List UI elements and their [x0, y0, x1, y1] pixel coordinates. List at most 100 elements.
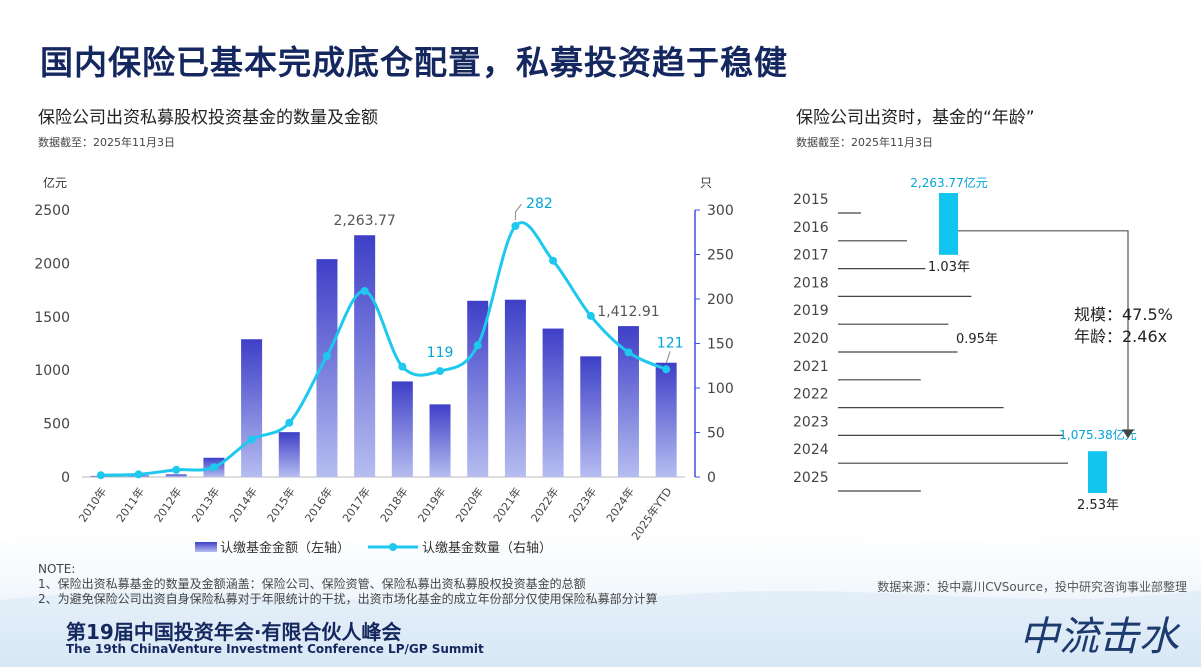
year-label: 2019	[793, 303, 829, 319]
right-tick-label: 50	[707, 426, 725, 442]
count-point	[322, 351, 331, 360]
note-title: NOTE:	[38, 562, 76, 576]
page-title: 国内保险已基本完成底仓配置，私募投资趋于稳健	[40, 43, 788, 82]
year-label: 2020	[793, 331, 829, 347]
year-label: 2025	[793, 470, 829, 486]
line-label-leader	[665, 351, 671, 364]
x-tick-label: 2015年	[264, 485, 298, 525]
highlight-bar-2025	[1088, 451, 1107, 493]
x-tick-label: 2014年	[226, 485, 260, 525]
line-value-label: 119	[427, 345, 454, 361]
year-label: 2018	[793, 275, 829, 291]
amount-bar	[354, 235, 376, 477]
amount-label-2016: 2,263.77亿元	[910, 175, 987, 190]
count-point	[247, 435, 256, 444]
left-tick-label: 2000	[34, 256, 70, 272]
arrow-down-icon	[1122, 429, 1134, 439]
year-label: 2015	[793, 192, 829, 208]
amount-bar	[542, 328, 564, 477]
count-point	[586, 311, 595, 320]
age-label-2016: 1.03年	[928, 260, 970, 275]
note-2: 2、为避免保险公司出资自身保险私募对于年限统计的干扰，出资市场化基金的成立年份部…	[38, 592, 658, 606]
fund-age-chart: 2015 2016 2017 2018 2019 2020 2021 2022 2023 2024…	[793, 175, 1173, 513]
count-point	[360, 286, 369, 295]
note-1: 1、保险出资私募基金的数量及金额涵盖：保险公司、保险资管、保险私募出资私募股权投…	[38, 577, 586, 591]
right-tick-label: 200	[707, 292, 734, 308]
conference-english-title: The 19th ChinaVenture Investment Confere…	[66, 642, 484, 656]
year-label: 2016	[793, 220, 829, 236]
x-tick-label: 2016年	[302, 485, 336, 525]
amount-bar	[241, 339, 263, 477]
amount-bar	[467, 300, 489, 477]
x-tick-label: 2021年	[490, 485, 524, 525]
legend-line-marker	[389, 543, 397, 551]
count-point	[549, 256, 558, 265]
amount-bar	[580, 356, 602, 477]
line-value-label: 282	[526, 196, 553, 212]
count-point	[172, 465, 181, 474]
x-tick-label: 2024年	[603, 485, 637, 525]
count-series-line	[100, 221, 667, 477]
highlight-bar-2016	[939, 193, 958, 255]
x-tick-label: 2017年	[339, 485, 373, 525]
x-tick-label: 2010年	[75, 485, 109, 525]
year-label: 2017	[793, 248, 829, 264]
right-chart-date: 数据截至：2025年11月3日	[796, 136, 933, 149]
x-tick-label: 2018年	[377, 485, 411, 525]
left-tick-label: 2500	[34, 203, 70, 219]
age-label-2025: 2.53年	[1077, 498, 1119, 513]
amount-bar	[278, 432, 300, 477]
amount-bar	[429, 404, 451, 477]
right-tick-label: 150	[707, 337, 734, 353]
amount-bar	[391, 381, 413, 477]
left-axis-label: 亿元	[43, 175, 67, 190]
x-tick-label: 2012年	[151, 485, 185, 525]
count-point	[624, 348, 633, 357]
age-change-label: 年龄：2.46x	[1074, 327, 1167, 346]
x-tick-label: 2013年	[189, 485, 223, 525]
right-tick-label: 300	[707, 203, 734, 219]
left-tick-label: 1500	[34, 310, 70, 326]
line-label-leader	[514, 203, 522, 221]
amount-bar	[617, 326, 639, 477]
conference-title: 第19届中国投资年会·有限合伙人峰会	[66, 620, 402, 644]
x-tick-label: 2023年	[565, 485, 599, 525]
combo-chart: 亿元 只 0 500 1000 1500 2000 2500 0 50 100 150 200 25…	[34, 175, 734, 556]
count-point	[96, 471, 105, 480]
bar-value-label: 1,412.91	[597, 304, 659, 320]
right-axis-label: 只	[700, 176, 712, 190]
left-tick-label: 0	[61, 470, 70, 486]
x-tick-label: 2019年	[415, 485, 449, 525]
year-label: 2021	[793, 359, 829, 375]
count-point	[134, 470, 143, 479]
comparison-connector	[958, 230, 1129, 430]
right-tick-label: 100	[707, 381, 734, 397]
left-tick-label: 1000	[34, 363, 70, 379]
scale-change-label: 规模：47.5%	[1074, 305, 1173, 324]
count-point	[209, 463, 218, 472]
legend-bar-swatch	[195, 542, 217, 552]
amount-bar	[316, 259, 338, 477]
year-label: 2024	[793, 442, 829, 458]
count-point	[662, 365, 671, 374]
summit-logo: 中流击水	[1019, 614, 1179, 660]
right-chart-subtitle: 保险公司出资时，基金的“年龄”	[796, 108, 1035, 128]
right-tick-label: 0	[707, 470, 716, 486]
amount-bar	[655, 362, 677, 477]
left-tick-label: 500	[43, 417, 70, 433]
year-label: 2023	[793, 414, 829, 430]
left-chart-subtitle: 保险公司出资私募股权投资基金的数量及金额	[38, 108, 378, 128]
count-point	[511, 222, 520, 231]
data-source: 数据来源：投中嘉川CVSource，投中研究咨询事业部整理	[877, 580, 1187, 594]
legend-line-label: 认缴基金数量（右轴）	[422, 540, 552, 556]
count-point	[473, 341, 482, 350]
count-point	[398, 362, 407, 371]
age-label-middle: 0.95年	[956, 332, 998, 347]
x-tick-label: 2020年	[452, 485, 486, 525]
x-tick-label: 2011年	[113, 485, 147, 525]
amount-label-2025: 1,075.38亿元	[1059, 427, 1136, 442]
x-tick-label: 2022年	[528, 485, 562, 525]
year-label: 2022	[793, 387, 829, 403]
right-tick-label: 250	[707, 248, 734, 264]
